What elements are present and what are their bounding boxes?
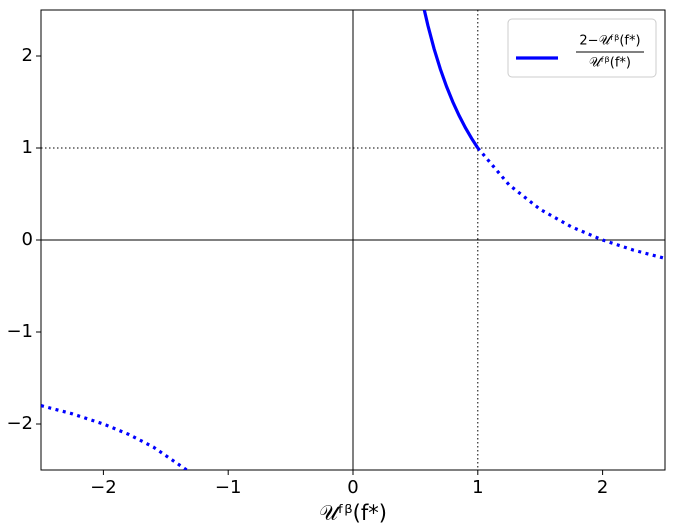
x-tick-label: −1 bbox=[215, 477, 242, 498]
y-tick-label: 0 bbox=[22, 229, 33, 250]
x-tick-label: −2 bbox=[90, 477, 117, 498]
y-tick-label: 1 bbox=[22, 137, 33, 158]
data-line bbox=[422, 10, 480, 149]
y-tick-label: −2 bbox=[6, 413, 33, 434]
y-tick-label: 2 bbox=[22, 45, 33, 66]
x-axis-label: 𝒰ᶠᵝ(f*) bbox=[319, 501, 387, 525]
x-tick-label: 1 bbox=[472, 477, 483, 498]
x-tick-label: 2 bbox=[597, 477, 608, 498]
y-tick-label: −1 bbox=[6, 321, 33, 342]
x-tick-label: 0 bbox=[347, 477, 358, 498]
legend-numerator: 2−𝒰ᶠᵝ(f*) bbox=[579, 34, 640, 49]
legend-denominator: 𝒰ᶠᵝ(f*) bbox=[589, 56, 631, 71]
data-line bbox=[41, 146, 665, 470]
legend-box bbox=[507, 18, 657, 78]
